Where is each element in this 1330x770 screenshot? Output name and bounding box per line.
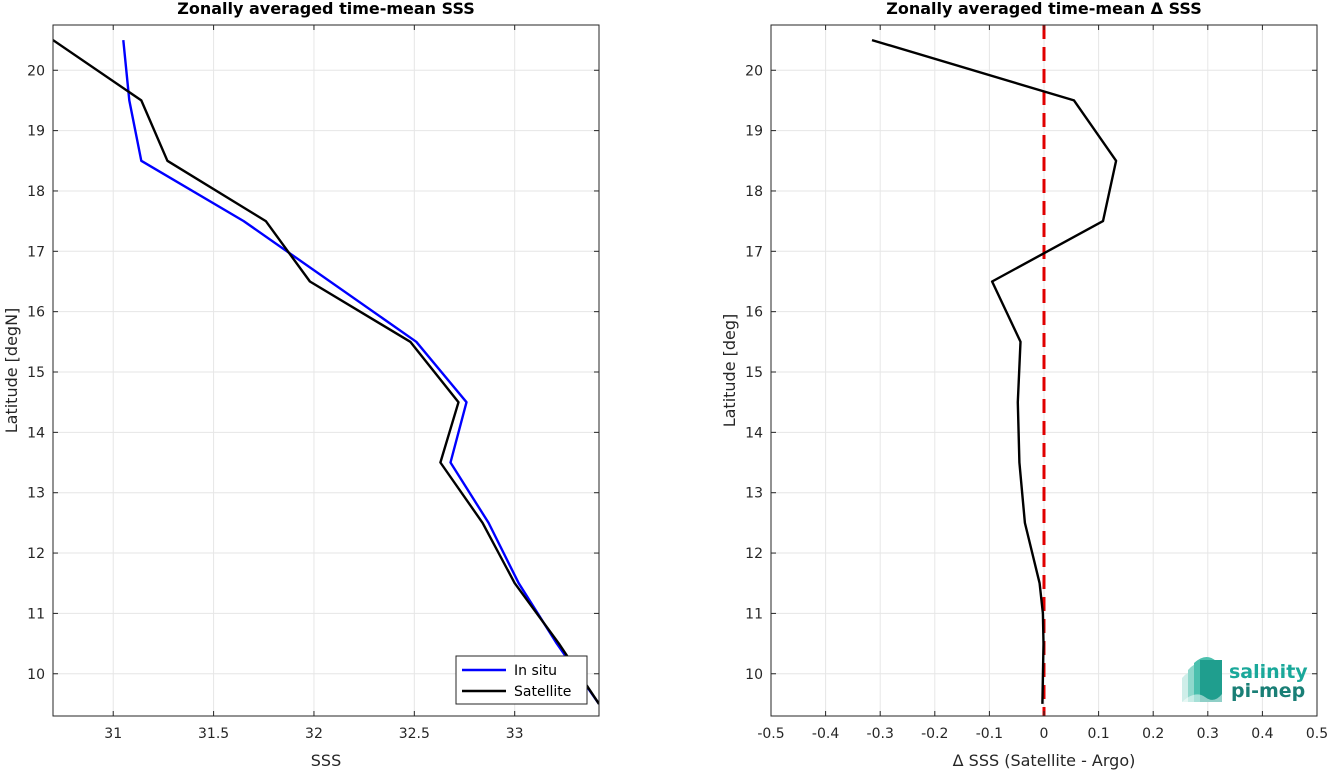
y-tick-label: 12 [27,546,45,562]
y-tick-label: 17 [745,244,763,260]
y-axis-label: Latitude [degN] [2,308,21,434]
x-tick-label: 0.3 [1197,726,1219,742]
x-tick-label: 31 [104,726,122,742]
y-tick-label: 14 [27,425,45,441]
y-tick-label: 18 [27,184,45,200]
y-tick-label: 16 [27,305,45,321]
legend-label-satellite: Satellite [514,684,571,700]
y-tick-label: 13 [27,486,45,502]
delta-sss-line [871,38,1118,704]
x-tick-label: 0.2 [1142,726,1164,742]
legend-label-in-situ: In situ [514,663,557,679]
y-tick-label: 20 [745,63,763,79]
y-tick-label: 12 [745,546,763,562]
x-tick-label: 0 [1040,726,1049,742]
y-tick-label: 11 [27,606,45,622]
axes-box [52,24,600,717]
delta-sss-panel: -0.5 -0.4 -0.3 -0.2 -0.1 0 0.1 0.2 0.3 0.4 0.5 10 11… [720,0,1328,770]
series-line-satellite [53,39,599,705]
logo-line1: salinity [1229,661,1308,683]
x-tick-label: 0.1 [1087,726,1109,742]
x-tick-label: 32.5 [399,726,430,742]
y-axis-label: Latitude [deg] [720,314,739,428]
y-tick-label: 14 [745,425,763,441]
y-tick-label: 15 [27,365,45,381]
chart-title: Zonally averaged time-mean Δ SSS [886,0,1202,18]
x-axis-label: SSS [311,751,341,770]
salinity-pi-mep-logo: salinity pi-mep [1182,656,1308,702]
y-tick-label: 13 [745,486,763,502]
y-tick-label: 16 [745,305,763,321]
series-line-in-situ [122,39,599,705]
y-tick-label: 11 [745,606,763,622]
y-tick-label: 10 [745,667,763,683]
x-tick-label: 0.4 [1251,726,1273,742]
y-tick-label: 10 [27,667,45,683]
x-tick-label: 33 [506,726,524,742]
y-tick-label: 15 [745,365,763,381]
x-tick-label: 0.5 [1306,726,1328,742]
x-tick-label: -0.3 [867,726,894,742]
y-tick-label: 19 [745,124,763,140]
logo-line2: pi-mep [1231,680,1305,702]
x-tick-label: -0.5 [757,726,784,742]
legend-box [455,655,588,705]
logo-mark-icon [1182,656,1222,702]
legend: In situ Satellite [455,655,588,705]
x-tick-label: -0.1 [976,726,1003,742]
x-tick-label: 31.5 [198,726,229,742]
x-axis-label: Δ SSS (Satellite - Argo) [953,751,1136,770]
chart-title: Zonally averaged time-mean SSS [177,0,475,18]
y-tick-label: 18 [745,184,763,200]
x-tick-label: -0.4 [812,726,839,742]
y-tick-label: 20 [27,63,45,79]
y-tick-label: 19 [27,124,45,140]
x-tick-label: 32 [305,726,323,742]
x-tick-label: -0.2 [921,726,948,742]
y-tick-label: 17 [27,244,45,260]
sss-panel: 31 31.5 32 32.5 33 10 11 12 13 14 15 16 17 18 19 20 Zona… [2,0,600,770]
plot-area [53,25,599,716]
